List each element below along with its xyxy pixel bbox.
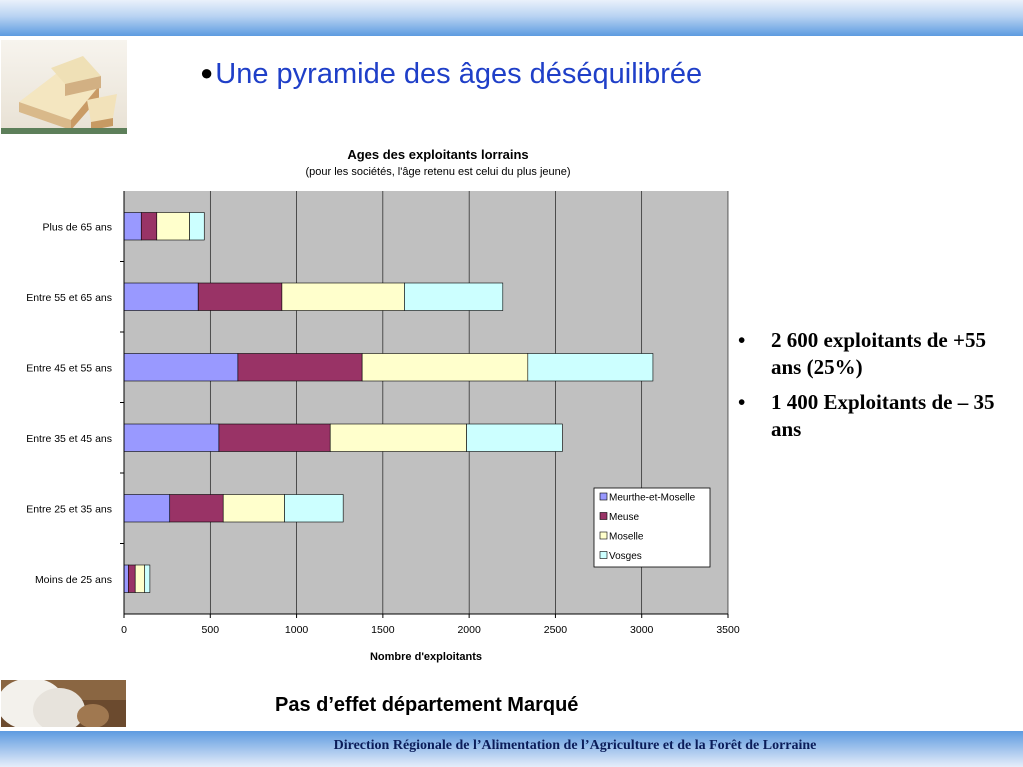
legend-swatch [599, 512, 608, 520]
legend-swatch [599, 531, 608, 540]
legend-label: Meurthe-et-Moselle [609, 493, 696, 504]
bar-segment [284, 494, 344, 523]
x-tick-label: 1000 [285, 624, 309, 636]
x-tick-label: 2500 [544, 624, 568, 636]
bullet-item: • 1 400 Exploitants de – 35 ans [738, 389, 1008, 443]
bullet-dot: • [738, 390, 746, 414]
bar-segment [169, 494, 224, 523]
bar-segment [361, 353, 529, 382]
bullet-text: 2 600 exploitants de +55 ans (25%) [771, 328, 986, 379]
chart-legend: Meurthe-et-Moselle Meuse Moselle Vosges [593, 487, 711, 568]
slide-title: ●Une pyramide des âges déséquilibrée [200, 58, 702, 91]
bar-segment [197, 282, 283, 311]
bar-segment [123, 212, 142, 241]
legend-box [593, 487, 711, 568]
y-category-label: Plus de 65 ans [43, 221, 112, 233]
header-band [0, 0, 1023, 36]
x-tick-label: 0 [121, 624, 127, 636]
legend-swatch [599, 492, 608, 501]
bar-segment [123, 564, 129, 593]
y-category-label: Moins de 25 ans [35, 574, 112, 586]
bar-segment [237, 353, 363, 382]
milk-photo [1, 680, 126, 727]
bar-segment [123, 353, 239, 382]
legend-label: Vosges [609, 551, 642, 562]
bar-segment [156, 212, 190, 241]
x-tick-label: 2000 [457, 624, 481, 636]
bar-segment [123, 423, 220, 452]
chart-title: Ages des exploitants lorrains [347, 147, 528, 162]
bar-segment [218, 423, 331, 452]
bar-segment [123, 494, 171, 523]
bar-segment [527, 353, 654, 382]
bar-segment [466, 423, 563, 452]
cheese-photo [1, 40, 127, 134]
bar-segment [134, 564, 146, 593]
title-bullet: ● [200, 60, 214, 85]
bar-segment [222, 494, 285, 523]
key-figures-list: • 2 600 exploitants de +55 ans (25%) • 1 4… [738, 327, 1008, 451]
chart-subtitle: (pour les sociétés, l'âge retenu est cel… [305, 166, 570, 178]
bar-segment [404, 282, 504, 311]
bar-segment [123, 282, 199, 311]
y-category-label: Entre 45 et 55 ans [26, 362, 112, 374]
legend-label: Moselle [609, 532, 644, 543]
y-category-label: Entre 35 et 45 ans [26, 433, 112, 445]
bar-segment [128, 564, 136, 593]
y-category-label: Entre 55 et 65 ans [26, 292, 112, 304]
x-axis-label: Nombre d'exploitants [370, 651, 482, 663]
footer-text: Direction Régionale de l’Alimentation de… [333, 738, 817, 753]
slide-title-text: Une pyramide des âges déséquilibrée [215, 58, 703, 90]
x-tick-label: 1500 [371, 624, 395, 636]
x-tick-label: 500 [202, 624, 220, 636]
bar-segment [329, 423, 467, 452]
bullet-item: • 2 600 exploitants de +55 ans (25%) [738, 327, 1008, 381]
bullet-text: 1 400 Exploitants de – 35 ans [771, 390, 995, 441]
x-tick-label: 3500 [716, 624, 740, 636]
bar-segment [144, 564, 151, 593]
bullet-dot: • [738, 328, 746, 352]
bar-segment [189, 212, 205, 241]
slide-caption: Pas d’effet département Marqué [275, 694, 579, 716]
stacked-bar-chart: Ages des exploitants lorrains (pour les … [26, 147, 740, 663]
footer-band [0, 731, 1023, 767]
bar-segment [140, 212, 158, 241]
x-tick-label: 3000 [630, 624, 654, 636]
legend-label: Meuse [609, 512, 639, 523]
y-category-label: Entre 25 et 35 ans [26, 503, 112, 515]
bar-segment [281, 282, 405, 311]
legend-swatch [599, 551, 608, 559]
